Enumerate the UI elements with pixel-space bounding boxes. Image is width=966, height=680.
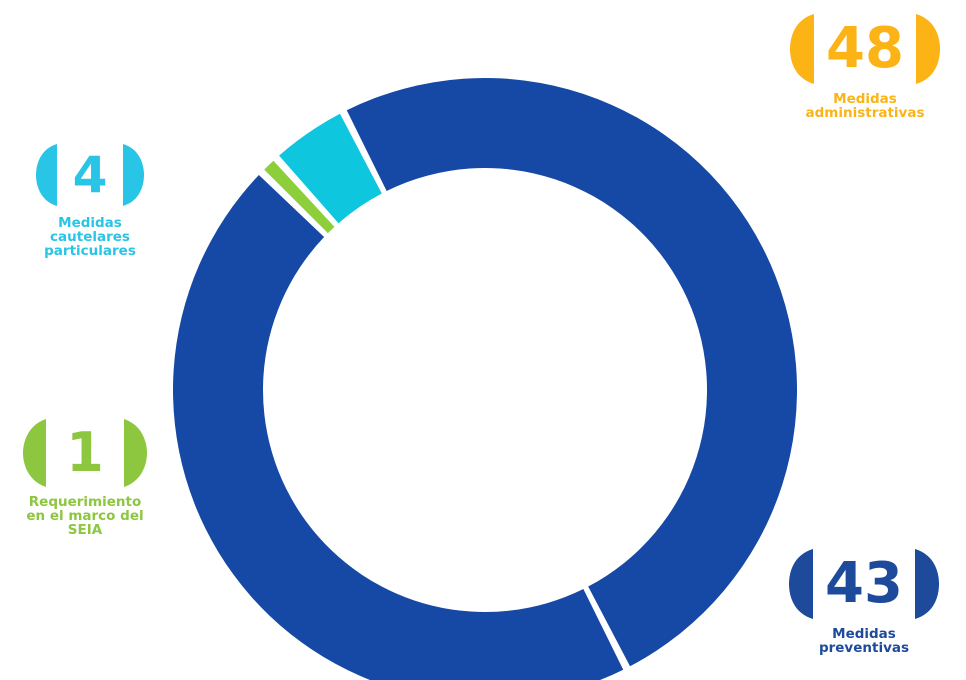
caption-medidas-administrativas: Medidas administrativas bbox=[805, 91, 925, 121]
left-bracket-icon bbox=[23, 419, 47, 487]
label-requerimiento-seia: 1 Requerimiento en el marco del SEIA bbox=[0, 415, 170, 537]
label-medidas-administrativas: 48 Medidas administrativas bbox=[770, 10, 960, 120]
caption-medidas-cautelares: Medidas cautelares particulares bbox=[44, 215, 136, 259]
slice-requerimiento-seia bbox=[264, 160, 335, 234]
value-requerimiento-seia: 1 bbox=[66, 421, 104, 484]
value-medidas-preventivas: 43 bbox=[825, 551, 903, 616]
left-bracket-icon bbox=[790, 14, 815, 84]
caption-medidas-preventivas: Medidas preventivas bbox=[818, 626, 910, 656]
value-medidas-cautelares: 4 bbox=[72, 146, 108, 204]
value-medidas-administrativas: 48 bbox=[826, 16, 904, 81]
slice-medidas-administrativas bbox=[346, 77, 798, 667]
right-bracket-icon bbox=[123, 419, 147, 487]
right-bracket-icon bbox=[123, 144, 145, 206]
right-bracket-icon bbox=[915, 14, 940, 84]
right-bracket-icon bbox=[914, 549, 939, 619]
slice-medidas-cautelares bbox=[279, 113, 382, 224]
slice-medidas-preventivas bbox=[173, 175, 624, 680]
label-medidas-preventivas: 43 Medidas preventivas bbox=[762, 545, 966, 655]
left-bracket-icon bbox=[35, 144, 57, 206]
label-medidas-cautelares: 4 Medidas cautelares particulares bbox=[10, 140, 170, 258]
caption-requerimiento-seia: Requerimiento en el marco del SEIA bbox=[26, 494, 144, 538]
left-bracket-icon bbox=[789, 549, 814, 619]
